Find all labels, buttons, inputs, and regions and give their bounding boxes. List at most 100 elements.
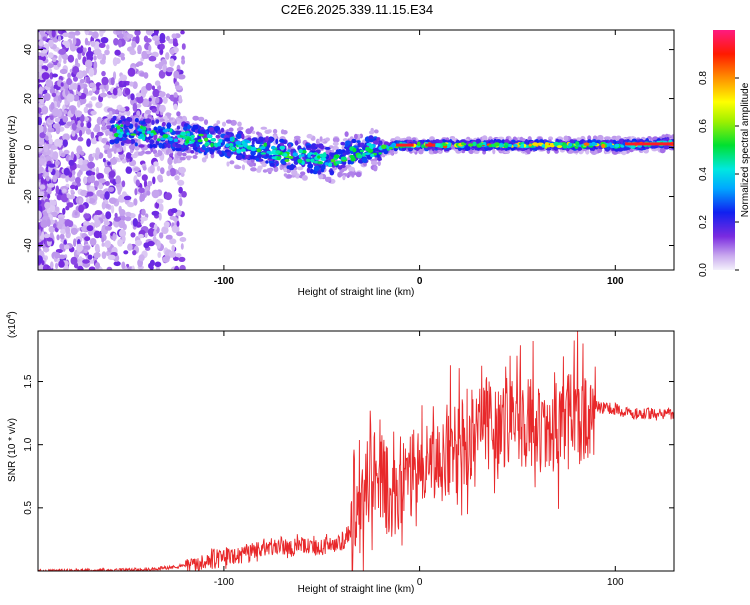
- spectrogram-cell: [110, 77, 115, 86]
- spectrogram-cell: [98, 178, 106, 184]
- spectrogram-cell: [179, 237, 187, 242]
- spectrogram-cell: [85, 128, 92, 135]
- spectrogram-cell: [141, 130, 146, 134]
- spectrogram-cell: [148, 44, 152, 52]
- spectrogram-cell: [335, 160, 341, 165]
- spectrogram-cell: [251, 137, 258, 142]
- spectrogram-cell: [168, 137, 173, 141]
- spectrogram-cell: [332, 145, 339, 151]
- spectrogram-cell: [80, 163, 87, 172]
- spectrogram-cell: [463, 143, 467, 146]
- spectrogram-cell: [119, 209, 126, 216]
- spectrogram-cell: [337, 171, 343, 178]
- spectrogram-cell: [101, 76, 109, 86]
- spectrogram-cell: [146, 190, 151, 196]
- spectrogram-cell: [417, 141, 421, 147]
- spectrogram-cell: [347, 171, 355, 176]
- spectrogram-cell: [122, 133, 128, 138]
- spectrogram-cell: [44, 135, 49, 141]
- spectrogram-cell: [234, 165, 242, 170]
- spectrogram-cell: [99, 92, 108, 98]
- spectrogram-cell: [67, 72, 71, 79]
- spectrogram-cell: [118, 219, 126, 229]
- spectrogram-cell: [96, 116, 103, 125]
- spectrogram-cell: [83, 249, 88, 254]
- spectrogram-cell: [145, 109, 152, 115]
- spectrogram-cell: [161, 121, 166, 127]
- colorbar-tick-label: 0.4: [698, 167, 709, 181]
- spectrogram-cell: [158, 203, 164, 212]
- spectrogram-cell: [425, 143, 436, 147]
- spectrogram-cell: [149, 265, 154, 270]
- spectrogram-cells: [38, 30, 674, 270]
- spectrogram-cell: [481, 135, 488, 142]
- spectrogram-cell: [49, 72, 54, 80]
- spectrogram-cell: [129, 49, 137, 56]
- spectrogram-cell: [78, 197, 83, 205]
- spectrogram-cell: [182, 152, 187, 157]
- spectrogram-cell: [175, 253, 182, 258]
- spectrogram-cell: [121, 121, 126, 125]
- spectrogram-cell: [99, 193, 104, 199]
- spectrogram-cell: [310, 158, 315, 163]
- spectrogram-cell: [85, 197, 90, 203]
- spectrogram-cell: [144, 232, 148, 238]
- spectrogram-cell: [74, 30, 81, 36]
- spectrogram-cell: [168, 38, 175, 44]
- spectrogram-cell: [87, 254, 93, 260]
- spectrogram-cell: [50, 145, 58, 150]
- spectrogram-cell: [464, 146, 471, 151]
- spectrogram-cell: [324, 176, 331, 182]
- spectrogram-cell: [77, 136, 84, 142]
- spectrogram-cell: [136, 61, 144, 66]
- spectrogram-cell: [166, 67, 174, 73]
- spectrogram-cell: [160, 167, 165, 175]
- spectrogram-cell: [190, 134, 195, 138]
- spectrogram-cell: [562, 144, 568, 149]
- spectrogram-cell: [171, 33, 177, 39]
- snr-y-axis: 0.5 1.0 1.5: [23, 374, 674, 515]
- spectrogram-cell: [70, 151, 75, 159]
- spectrogram-cell: [614, 143, 620, 148]
- spectrogram-cell: [137, 234, 144, 239]
- spectrogram-cell: [266, 168, 273, 173]
- spectrogram-cell: [160, 48, 164, 55]
- spectrogram-cell: [135, 92, 142, 98]
- spectrogram-cell: [99, 85, 104, 90]
- spectrogram-cell: [149, 164, 155, 174]
- spectrogram-cell: [167, 157, 173, 166]
- spectrogram-cell: [319, 136, 323, 142]
- spectrogram-cell: [154, 261, 162, 268]
- spectrogram-cell: [114, 212, 118, 218]
- spectrogram-cell: [235, 154, 243, 161]
- spectrogram-cell: [296, 166, 304, 171]
- spectrogram-cell: [258, 136, 264, 143]
- spectrogram-cell: [225, 143, 230, 148]
- spectrogram-cell: [86, 138, 91, 147]
- spectrogram-cell: [169, 250, 177, 258]
- spectrogram-cell: [112, 127, 117, 134]
- spectrogram-cell: [88, 90, 93, 96]
- spectrogram-cell: [190, 150, 195, 154]
- spectrogram-cell: [71, 122, 77, 131]
- spectrogram-cell: [176, 151, 183, 157]
- spectrogram-cell: [82, 159, 88, 165]
- spectrogram-cell: [155, 110, 160, 115]
- spectrogram-cell: [301, 175, 308, 181]
- spectrogram-cell: [166, 112, 172, 116]
- spectrogram-cell: [48, 225, 56, 233]
- spectrogram-cell: [152, 35, 160, 42]
- spectrogram-cell: [149, 139, 154, 145]
- spectrogram-cell: [39, 158, 45, 166]
- spectrogram-cell: [361, 157, 368, 164]
- spectrogram-cell: [151, 119, 155, 125]
- spectrogram-cell: [79, 129, 83, 138]
- spectrogram-cell: [95, 101, 103, 109]
- spectrogram-cell: [125, 121, 131, 126]
- spectrogram-cell: [57, 35, 62, 42]
- spectrogram-cell: [174, 175, 180, 181]
- spectrogram-cell: [51, 211, 58, 217]
- spectrogram-cell: [126, 34, 134, 39]
- spectrogram-cell: [130, 93, 135, 101]
